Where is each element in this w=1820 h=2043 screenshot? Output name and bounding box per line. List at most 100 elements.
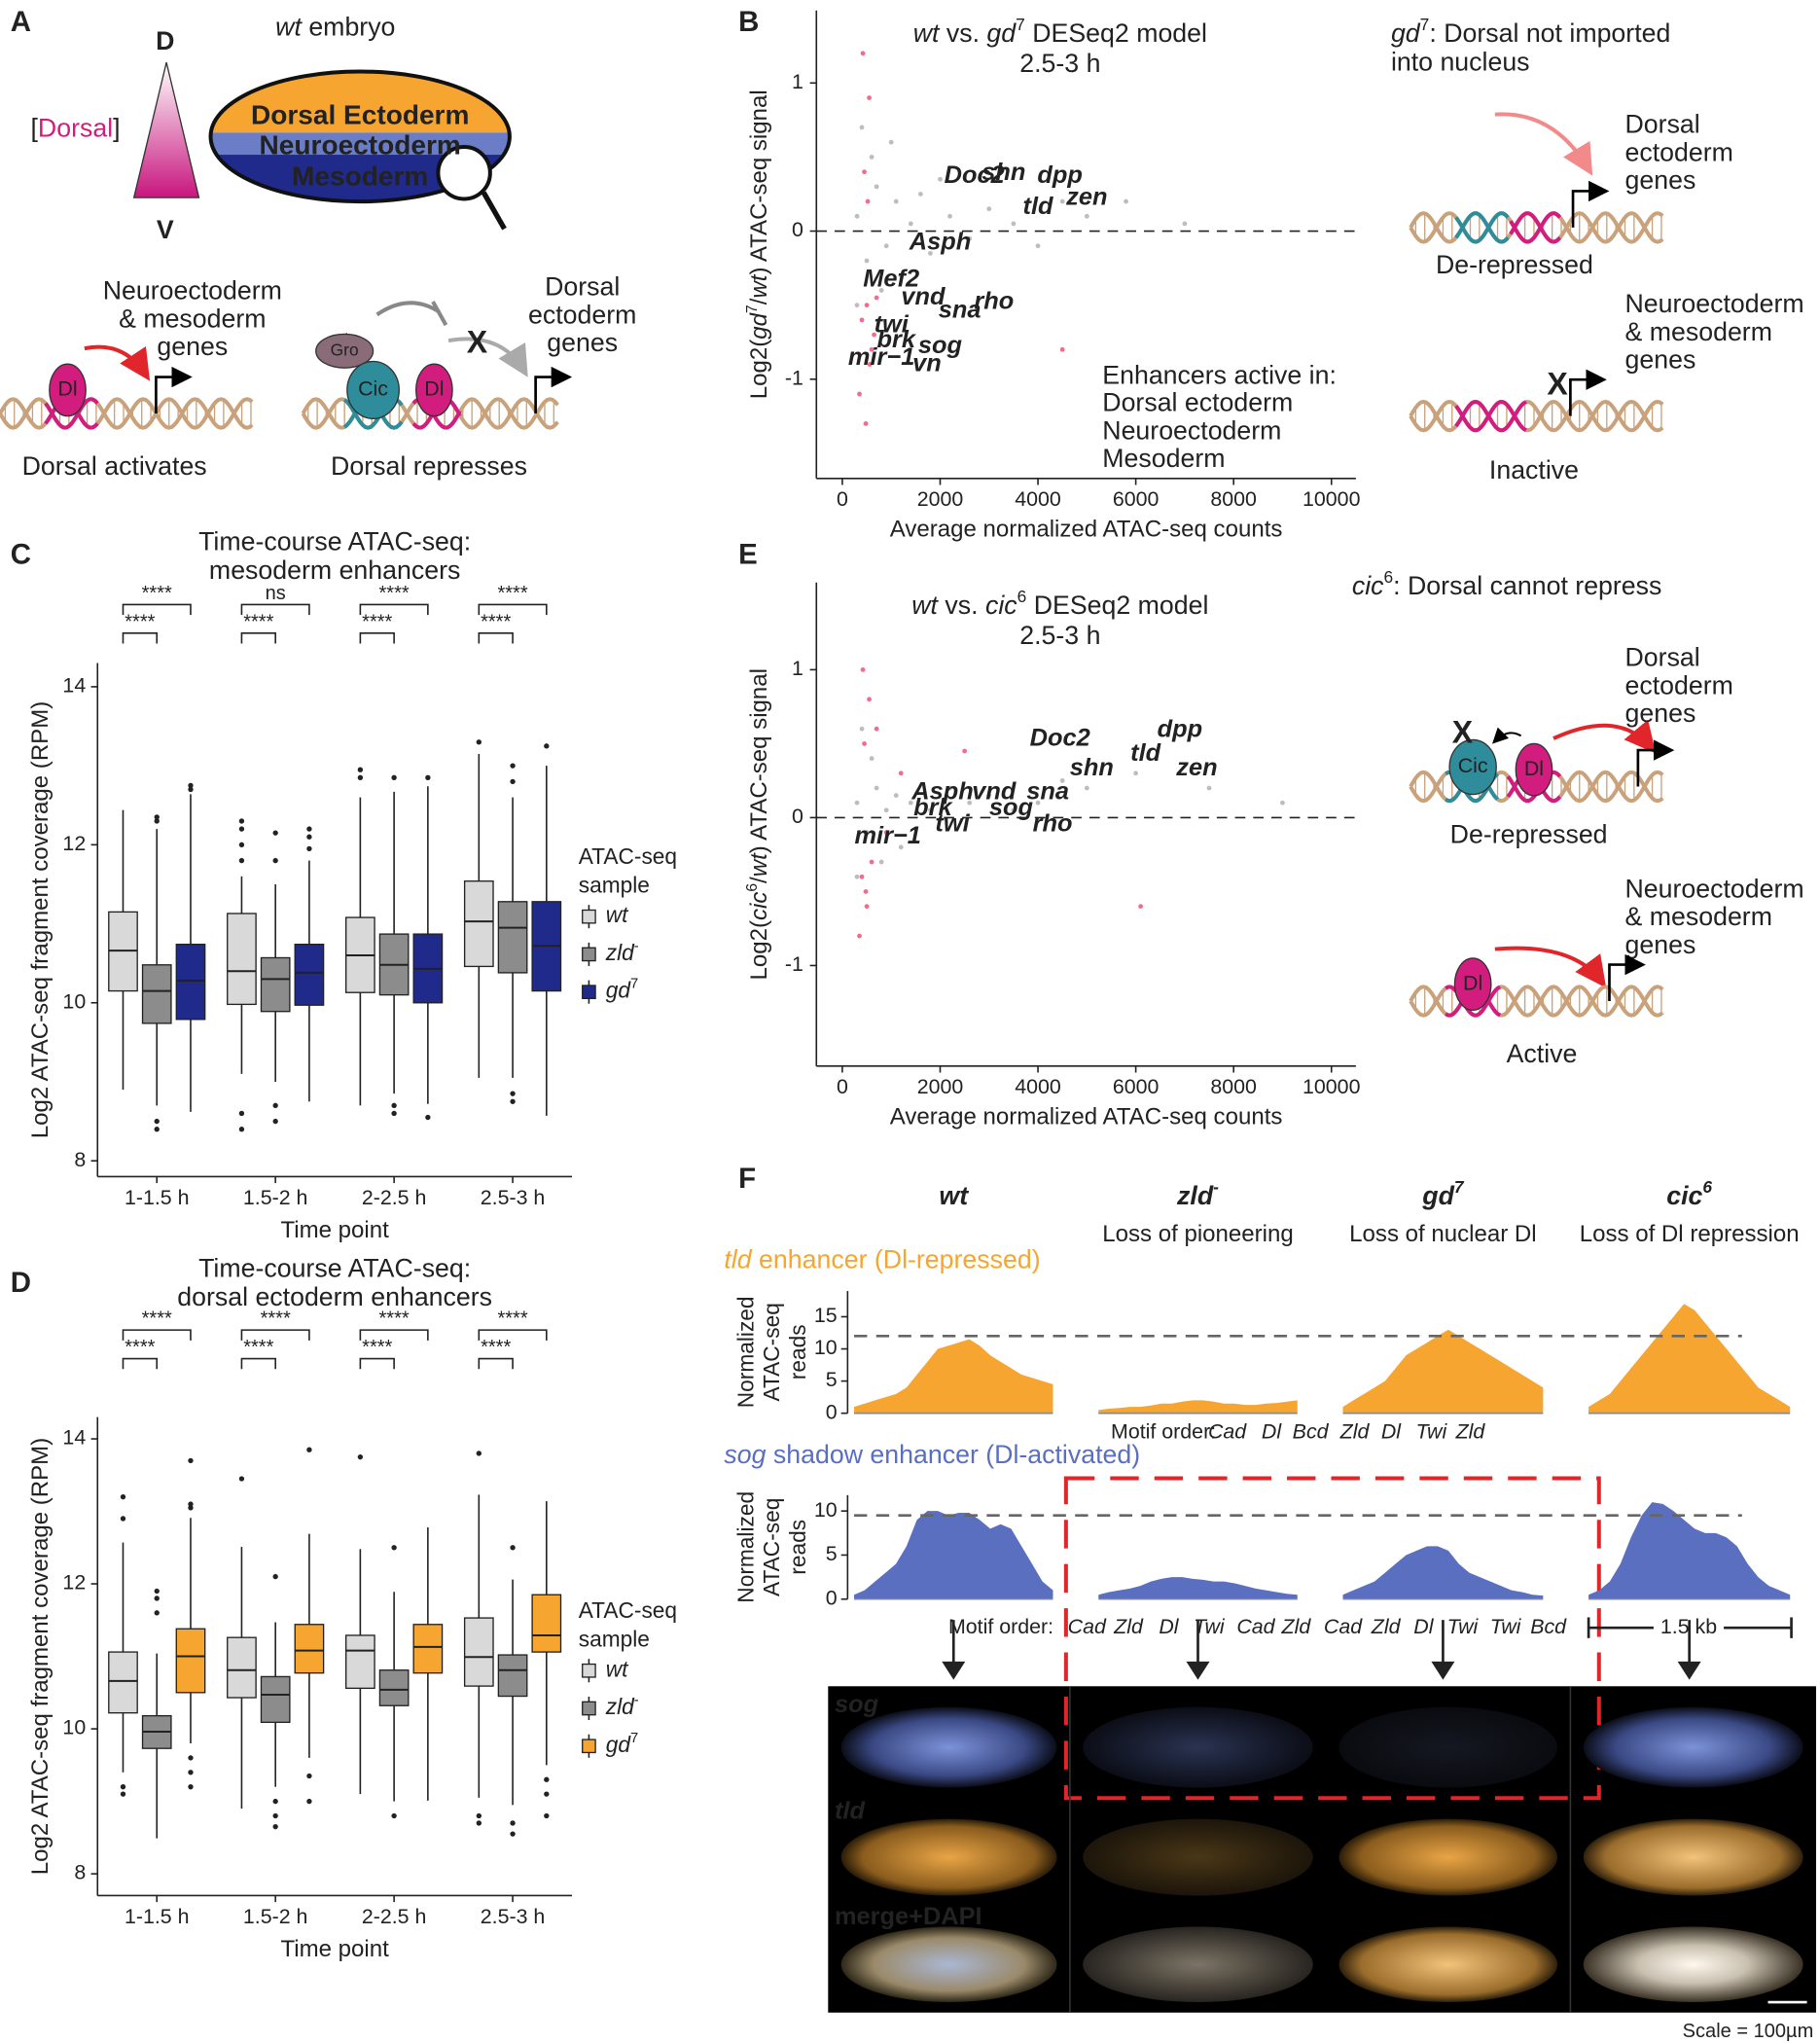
- gene-label: rho: [1033, 810, 1073, 838]
- gene-label: dpp: [1037, 161, 1083, 189]
- outlier: [306, 845, 312, 852]
- outlier: [391, 1102, 397, 1109]
- point: [928, 250, 933, 256]
- chart-title-part: 7: [1016, 15, 1025, 34]
- motif: Cad: [1068, 1615, 1107, 1638]
- point: [898, 771, 904, 776]
- point: [862, 169, 867, 175]
- x-axis-label: Average normalized ATAC-seq counts: [890, 1104, 1283, 1130]
- point: [872, 332, 877, 338]
- outlier: [476, 1812, 482, 1819]
- region-label: Dorsal Ectoderm: [251, 100, 469, 130]
- column-subtitle: Loss of nuclear Dl: [1349, 1221, 1536, 1247]
- activation-arrow: [84, 344, 151, 381]
- arrow-head: [942, 1661, 966, 1680]
- outlier: [357, 774, 364, 780]
- gene-label: genes: [1625, 930, 1696, 959]
- legend-entry-part: gd: [606, 978, 632, 1003]
- point: [865, 198, 871, 204]
- outlier: [510, 1091, 516, 1096]
- panel-label: B: [738, 6, 759, 38]
- row-label-part: sog: [724, 1440, 766, 1469]
- gene-label: ectoderm: [1625, 137, 1733, 166]
- motif: Twi: [1416, 1419, 1448, 1443]
- region-label: Neuroectoderm: [260, 129, 461, 160]
- box: [175, 1628, 206, 1694]
- point: [947, 785, 952, 791]
- motif: Cad: [1324, 1615, 1363, 1638]
- y-axis-label-part: ) ATAC-seq signal: [746, 90, 772, 274]
- track-y-tick-label: 0: [826, 1586, 838, 1609]
- outlier: [238, 1127, 245, 1132]
- legend-glyph: [582, 947, 596, 962]
- motif: Dl: [1159, 1615, 1179, 1638]
- inhibition-bar: [431, 301, 448, 327]
- x-tick-label: 1-1.5 h: [125, 1186, 190, 1209]
- point: [863, 889, 869, 894]
- gene-label: Mef2: [863, 265, 919, 292]
- motif: Bcd: [1530, 1615, 1567, 1638]
- y-tick-label: 10: [62, 1716, 86, 1739]
- sig-bracket: [240, 1357, 276, 1370]
- legend-glyph: [582, 1738, 596, 1754]
- column-title-part: cic: [1666, 1181, 1702, 1210]
- outlier: [306, 826, 312, 832]
- y-axis-label-part: /: [746, 298, 772, 305]
- motif: Bcd: [1293, 1419, 1330, 1443]
- point: [1011, 221, 1017, 227]
- sig-label: ****: [125, 611, 155, 632]
- legend-entry-part: -: [634, 1693, 639, 1708]
- sig-label: ****: [497, 583, 527, 604]
- gene-label: mir−1: [848, 343, 914, 371]
- x-tick-label: 8000: [1210, 487, 1257, 511]
- y-tick-label: 14: [62, 1426, 86, 1450]
- image-label: merge+DAPI: [835, 1903, 982, 1930]
- dna-strand: [1509, 211, 1562, 244]
- outlier: [510, 1545, 516, 1551]
- outlier: [154, 1118, 160, 1125]
- outlier: [188, 1784, 194, 1790]
- side-title-part: gd: [1391, 18, 1421, 48]
- outlier: [272, 1118, 278, 1125]
- outlier: [544, 1791, 550, 1797]
- gene-label: genes: [1625, 345, 1696, 375]
- gene-arrow: [155, 366, 193, 413]
- dorsal-label-part: ]: [113, 114, 120, 143]
- gene-label: Neuroectoderm: [1625, 289, 1804, 318]
- embryo-image: [840, 1926, 1057, 2003]
- point: [967, 800, 973, 806]
- embryo-title-part: wt: [275, 12, 303, 41]
- side-title-part: cic: [1352, 571, 1384, 600]
- outlier: [188, 1755, 194, 1761]
- protein-label: Dl: [57, 377, 77, 401]
- track-y-label: ATAC-seq: [759, 1498, 784, 1596]
- outlier: [154, 1595, 160, 1601]
- outlier: [272, 1573, 278, 1580]
- gradient-triangle: [132, 61, 200, 198]
- column-title: gd7: [1421, 1176, 1465, 1209]
- box: [378, 1669, 410, 1706]
- dorsal-label-part: [: [30, 114, 38, 143]
- sig-bracket: [122, 603, 192, 616]
- outlier: [510, 763, 516, 769]
- sig-label: ****: [481, 1337, 511, 1358]
- chart-title-part: DESeq2 model: [1025, 18, 1207, 48]
- column-subtitle: Loss of pioneering: [1102, 1221, 1294, 1247]
- point: [867, 95, 872, 100]
- protein-label: Gro: [331, 340, 359, 359]
- y-tick-label: 12: [62, 832, 86, 855]
- point: [1035, 800, 1041, 806]
- gene-label: Dorsal: [545, 272, 620, 302]
- box: [463, 1617, 494, 1687]
- gene-arrow: [534, 366, 573, 413]
- outlier: [306, 1798, 312, 1805]
- y-axis-label-part: ) ATAC-seq signal: [746, 668, 772, 853]
- gene-label: brk: [876, 326, 916, 353]
- point: [859, 726, 865, 732]
- x-tick-label: 4000: [1015, 487, 1061, 511]
- outlier: [238, 842, 245, 848]
- point: [864, 303, 870, 308]
- dorsal-label: [Dorsal]: [30, 114, 120, 143]
- sig-label: ****: [261, 1308, 291, 1330]
- box: [175, 944, 206, 1021]
